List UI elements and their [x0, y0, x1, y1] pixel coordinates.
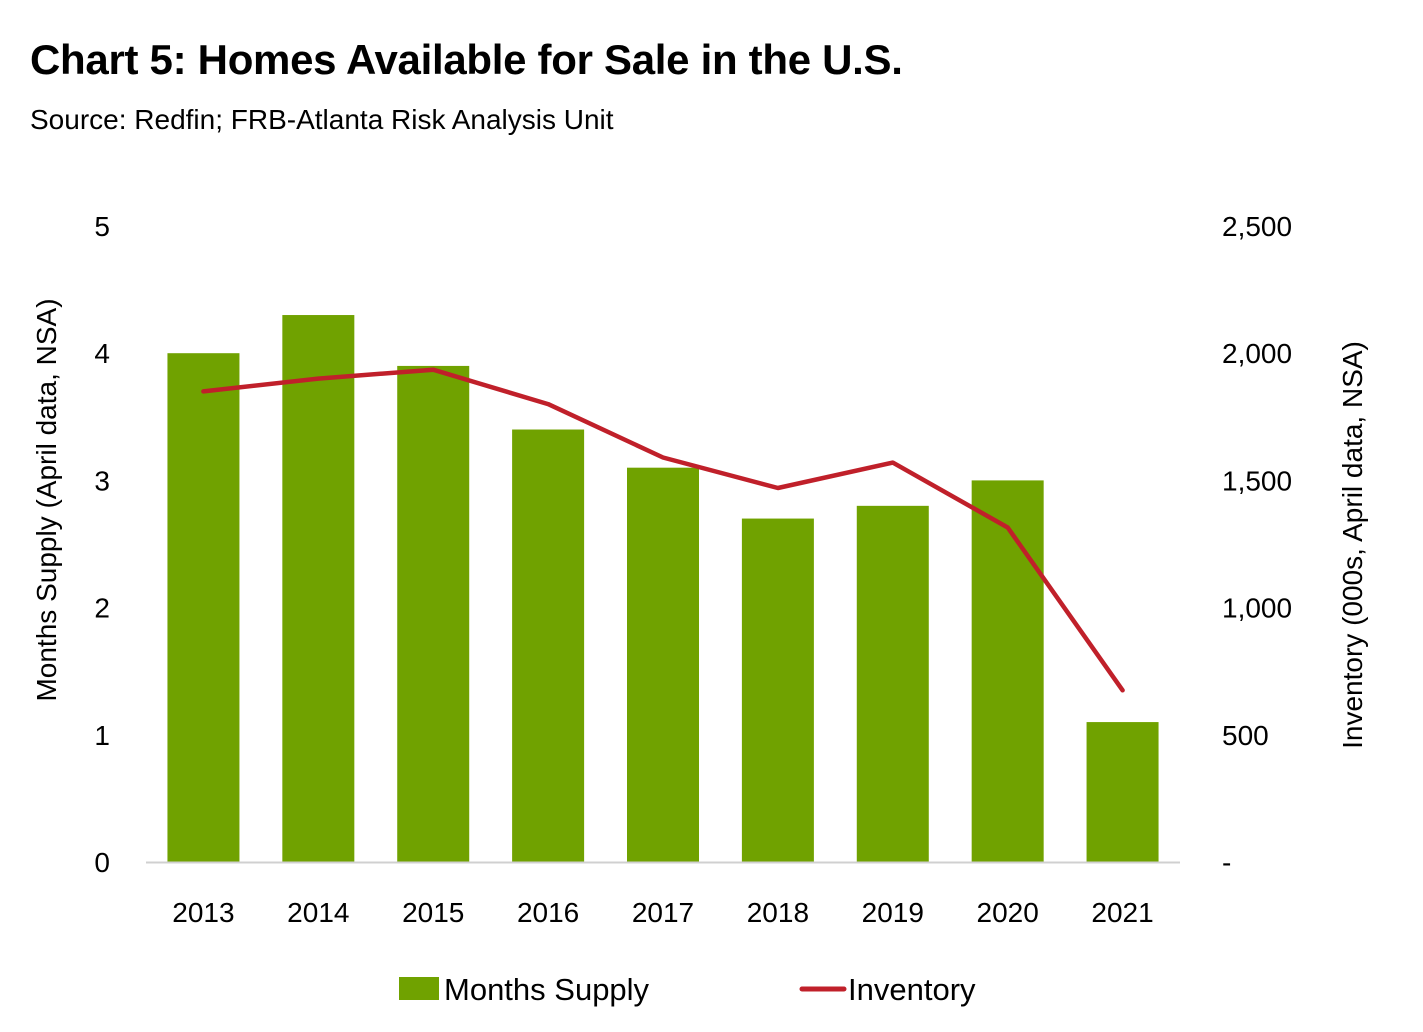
y-tick-left: 3: [94, 465, 110, 496]
chart-subtitle: Source: Redfin; FRB-Atlanta Risk Analysi…: [30, 104, 614, 135]
bar-months-supply-2013: [167, 353, 240, 862]
bar-months-supply-2014: [282, 315, 355, 862]
x-tick-label: 2018: [747, 897, 809, 928]
y-tick-left: 0: [94, 847, 110, 878]
y-tick-left: 4: [94, 338, 110, 369]
y-axis-title-left: Months Supply (April data, NSA): [31, 298, 62, 701]
bar-months-supply-2018: [741, 518, 814, 862]
bar-months-supply-2017: [627, 467, 699, 862]
y-tick-right: -: [1222, 847, 1231, 878]
y-tick-left: 5: [94, 211, 110, 242]
x-tick-label: 2019: [862, 897, 924, 928]
bar-months-supply-2019: [856, 505, 929, 862]
legend-label-inventory: Inventory: [848, 972, 976, 1007]
x-tick-label: 2014: [287, 897, 349, 928]
x-tick-label: 2017: [632, 897, 694, 928]
bar-months-supply-2020: [971, 480, 1044, 862]
bar-months-supply-2015: [397, 365, 470, 862]
y-tick-left: 2: [94, 593, 110, 624]
legend-swatch-months-supply: [399, 977, 439, 1000]
x-tick-label: 2020: [977, 897, 1039, 928]
x-tick-label: 2015: [402, 897, 464, 928]
y-axis-title-right: Inventory (000s, April data, NSA): [1337, 341, 1368, 749]
y-tick-right: 2,500: [1222, 211, 1292, 242]
x-tick-label: 2013: [172, 897, 234, 928]
y-tick-right: 2,000: [1222, 338, 1292, 369]
legend-label-months-supply: Months Supply: [444, 972, 650, 1007]
x-tick-label: 2021: [1091, 897, 1153, 928]
bar-months-supply-2016: [512, 429, 585, 862]
chart-title: Chart 5: Homes Available for Sale in the…: [30, 36, 903, 83]
x-tick-label: 2016: [517, 897, 579, 928]
y-tick-left: 1: [94, 720, 110, 751]
bar-months-supply-2021: [1086, 722, 1159, 862]
y-tick-right: 1,500: [1222, 465, 1292, 496]
y-tick-right: 1,000: [1222, 593, 1292, 624]
y-tick-right: 500: [1222, 720, 1269, 751]
